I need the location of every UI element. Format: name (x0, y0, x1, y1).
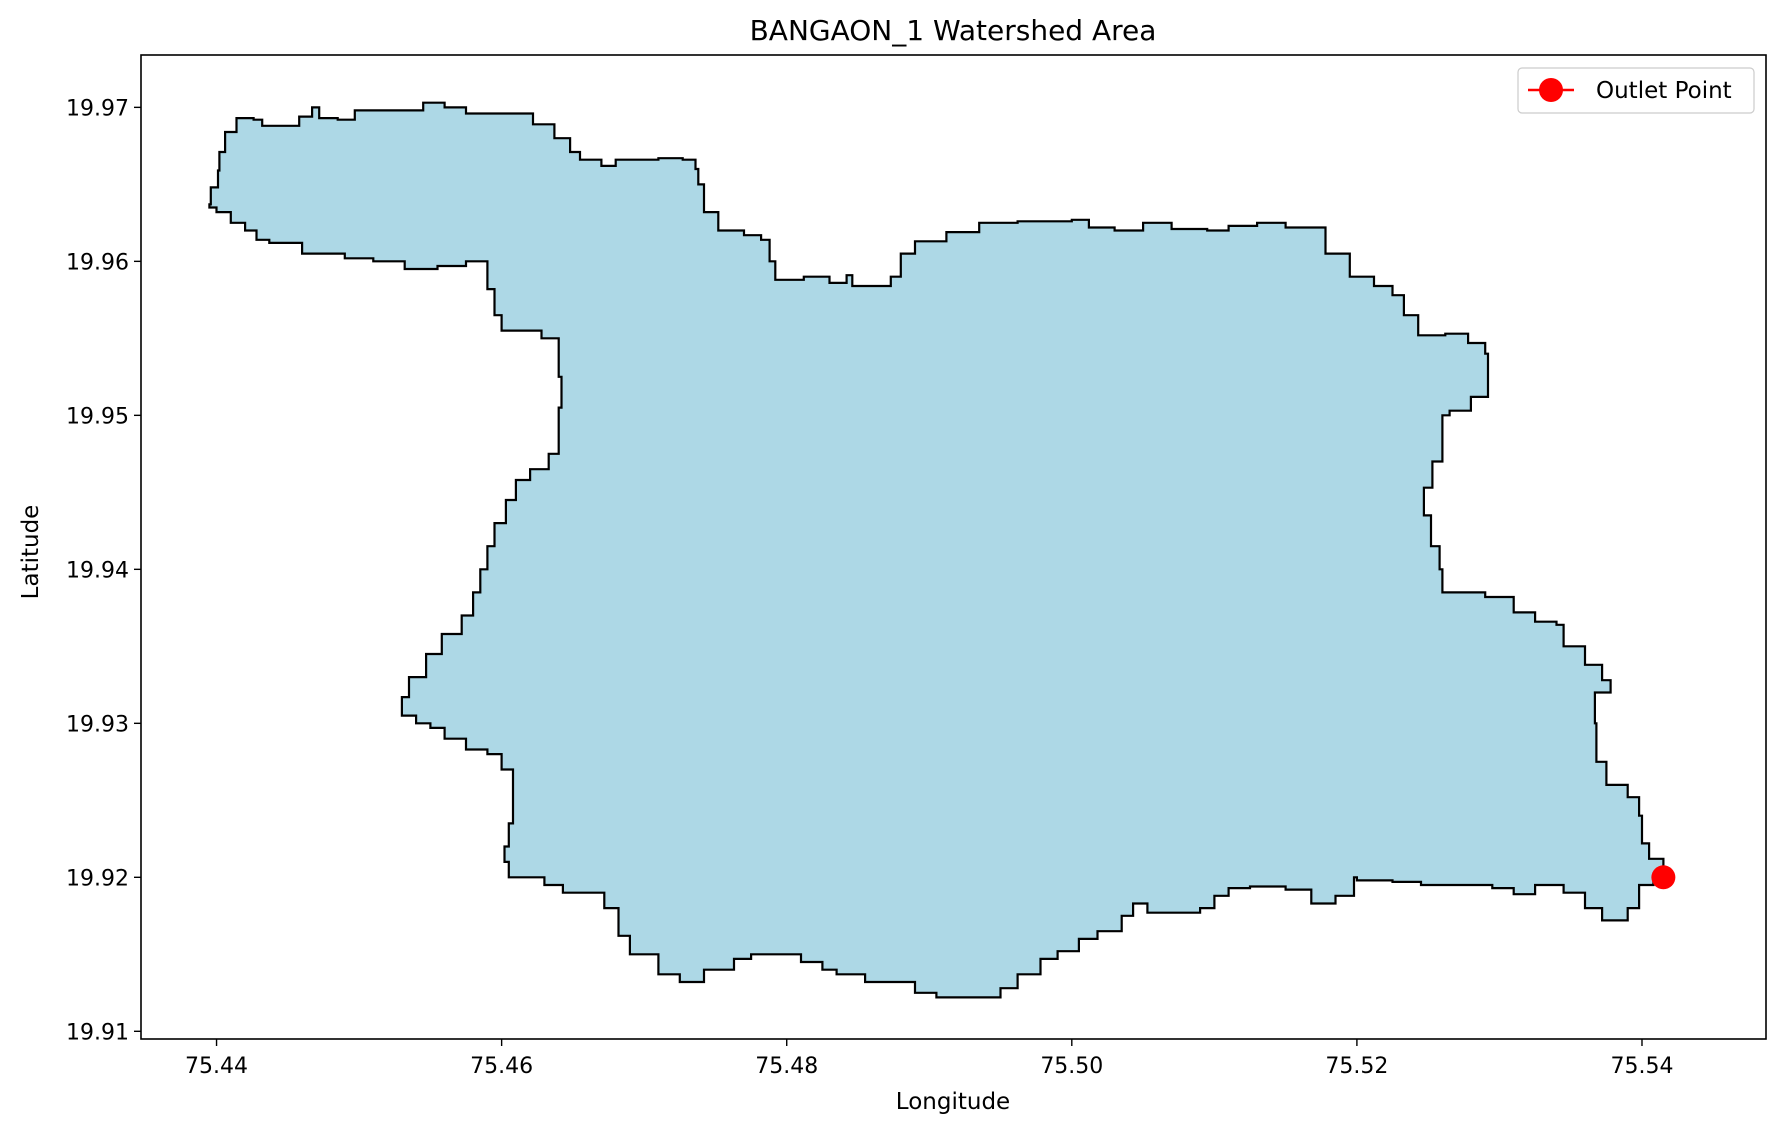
x-tick-label: 75.50 (1040, 1054, 1103, 1079)
plot-frame (140, 54, 1767, 1040)
y-axis-label: Latitude (18, 505, 44, 600)
y-axis: 19.91 19.92 19.93 19.94 19.95 19.96 19.97 (66, 96, 141, 1045)
y-tick-label: 19.94 (66, 558, 129, 583)
plot-area (208, 101, 1676, 999)
x-tick-label: 75.52 (1325, 1054, 1388, 1079)
y-tick-label: 19.91 (66, 1020, 129, 1045)
y-tick-label: 19.95 (66, 404, 129, 429)
y-tick-label: 19.93 (66, 712, 129, 737)
y-tick-label: 19.92 (66, 866, 129, 891)
legend-label-outlet-point: Outlet Point (1596, 78, 1732, 104)
watershed-polygon (208, 101, 1665, 999)
outlet-point-marker (1651, 865, 1676, 890)
x-tick-label: 75.48 (755, 1054, 818, 1079)
legend-box (1517, 67, 1755, 114)
legend-outlet-marker (1539, 78, 1563, 102)
legend: Outlet Point (1517, 67, 1755, 114)
x-axis: 75.44 75.46 75.48 75.50 75.52 75.54 (185, 1039, 1673, 1079)
x-axis-label: Longitude (896, 1089, 1010, 1115)
x-tick-label: 75.44 (185, 1054, 248, 1079)
y-tick-label: 19.96 (66, 250, 129, 275)
y-tick-label: 19.97 (66, 96, 129, 121)
chart-title: BANGAON_1 Watershed Area (750, 14, 1157, 47)
x-tick-label: 75.46 (470, 1054, 533, 1079)
x-tick-label: 75.54 (1610, 1054, 1673, 1079)
